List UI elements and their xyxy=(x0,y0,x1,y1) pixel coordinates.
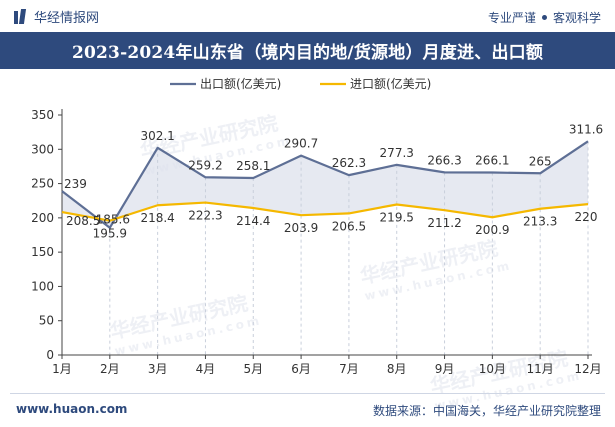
import-data-label: 222.3 xyxy=(188,209,222,223)
export-data-label: 302.1 xyxy=(140,129,174,143)
export-data-label: 265 xyxy=(529,154,552,168)
title-bar: 2023-2024年山东省（境内目的地/货源地）月度进、出口额 xyxy=(0,32,615,69)
x-tick-label: 10月 xyxy=(479,362,506,376)
import-data-label: 214.4 xyxy=(236,214,270,228)
tagline-right: 客观科学 xyxy=(552,11,601,25)
legend-import-label: 进口额(亿美元) xyxy=(350,76,431,91)
import-data-label: 218.4 xyxy=(140,211,174,225)
brand-name: 华经情报网 xyxy=(34,11,100,26)
import-data-label: 200.9 xyxy=(475,223,509,237)
y-tick-label: 0 xyxy=(46,348,54,362)
y-tick-label: 350 xyxy=(31,108,54,122)
x-tick-label: 9月 xyxy=(435,362,455,376)
chart-title: 2023-2024年山东省（境内目的地/货源地）月度进、出口额 xyxy=(71,43,544,63)
top-bar: 华经情报网 专业严谨 客观科学 xyxy=(0,0,615,32)
export-data-label: 311.6 xyxy=(569,122,603,136)
x-tick-label: 12月 xyxy=(574,362,601,376)
brand-logo-icon xyxy=(14,8,28,25)
y-tick-label: 150 xyxy=(31,245,54,259)
y-tick-label: 300 xyxy=(31,142,54,156)
area-between-series xyxy=(62,141,588,228)
dot-icon xyxy=(541,15,547,20)
export-data-label: 262.3 xyxy=(332,156,366,170)
import-data-label: 213.3 xyxy=(523,215,557,229)
import-data-label: 211.2 xyxy=(427,216,461,230)
x-tick-label: 5月 xyxy=(243,362,263,376)
import-data-label: 219.5 xyxy=(380,210,414,224)
import-series-line xyxy=(61,201,589,222)
export-data-label: 258.1 xyxy=(236,159,270,173)
x-tick-label: 2月 xyxy=(100,362,120,376)
tagline: 专业严谨 客观科学 xyxy=(488,9,601,26)
x-tick-label: 4月 xyxy=(196,362,216,376)
export-data-label: 266.3 xyxy=(427,153,461,167)
x-tick-label: 3月 xyxy=(148,362,168,376)
x-tick-label: 11月 xyxy=(527,362,554,376)
y-tick-label: 50 xyxy=(39,314,54,328)
line-chart: 0 50 100 150 200 250 300 350 1月 2月 3月 4月 5月 6月 7月 8月 9月 1… xyxy=(31,76,603,376)
y-tick-label: 100 xyxy=(31,279,54,293)
export-series-line xyxy=(61,140,589,229)
export-data-label: 239 xyxy=(64,177,87,191)
footer-source: 数据来源：中国海关，华经产业研究院整理 xyxy=(372,404,601,418)
import-data-label: 195.9 xyxy=(93,227,127,241)
brand: 华经情报网 xyxy=(14,7,99,26)
footer-divider xyxy=(10,393,605,394)
import-data-label: 220 xyxy=(575,210,598,224)
import-data-label: 206.5 xyxy=(332,219,366,233)
legend-export-label: 出口额(亿美元) xyxy=(200,76,281,91)
tagline-left: 专业严谨 xyxy=(487,11,536,25)
export-data-label: 290.7 xyxy=(284,137,318,151)
x-tick-label: 8月 xyxy=(387,362,407,376)
x-tick-label: 7月 xyxy=(339,362,359,376)
import-data-label: 208.5 xyxy=(66,214,100,228)
x-tick-label: 6月 xyxy=(291,362,311,376)
export-data-label: 259.2 xyxy=(188,158,222,172)
footer-url: www.huaon.com xyxy=(16,402,128,416)
y-tick-label: 250 xyxy=(31,177,54,191)
footer: www.huaon.com 数据来源：中国海关，华经产业研究院整理 xyxy=(0,396,615,427)
export-data-label: 185.6 xyxy=(96,213,130,227)
y-tick-label: 200 xyxy=(31,211,54,225)
import-data-label: 203.9 xyxy=(284,221,318,235)
export-data-label: 266.1 xyxy=(475,154,509,168)
x-tick-label: 1月 xyxy=(52,362,72,376)
export-data-label: 277.3 xyxy=(380,146,414,160)
